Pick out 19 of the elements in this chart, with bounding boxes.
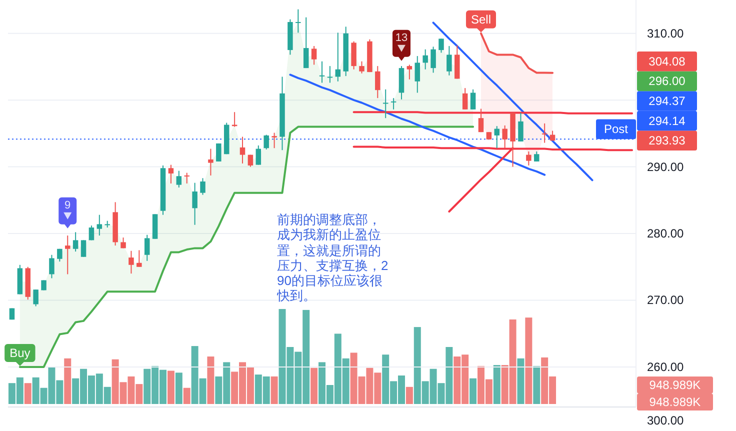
ref-line-label: Post xyxy=(604,122,629,136)
y-tick-label: 270.00 xyxy=(647,293,684,308)
y-tick-label: 260.00 xyxy=(647,360,684,374)
text: 296.00 xyxy=(648,74,686,88)
text: 294.37 xyxy=(648,94,686,108)
text: 300.00 xyxy=(647,413,684,428)
text: 294.14 xyxy=(648,114,686,128)
text: 304.08 xyxy=(648,54,686,68)
data-label: Buy xyxy=(10,346,30,360)
series-label: 13 xyxy=(395,32,408,44)
annotation: 前期的调整底部，成为我新的止盈位置，这就是所谓的压力、支撑互换，290的目标位应该很快到。 xyxy=(277,212,390,304)
series-label: 9 xyxy=(64,199,71,212)
text: 293.93 xyxy=(648,134,686,148)
y-tick-label: 290.00 xyxy=(647,160,684,174)
y-tick-label: 280.00 xyxy=(647,226,684,241)
y-tick-label: 310.00 xyxy=(647,26,684,40)
text: 948.989K xyxy=(649,378,701,392)
text: 948.989K xyxy=(649,394,701,409)
data-label: Sell xyxy=(470,12,491,26)
